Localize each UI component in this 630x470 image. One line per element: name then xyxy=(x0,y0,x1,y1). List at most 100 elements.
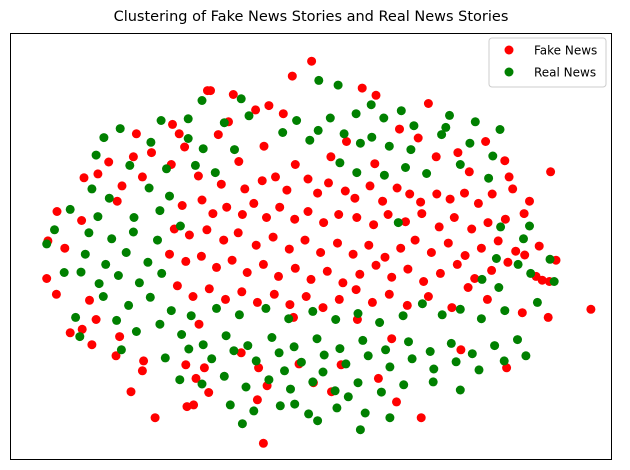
data-point xyxy=(453,148,463,158)
data-point xyxy=(425,347,435,356)
data-point xyxy=(111,351,121,361)
legend-box xyxy=(488,37,607,88)
data-point xyxy=(258,259,268,269)
data-point xyxy=(117,181,127,191)
data-point xyxy=(290,160,300,169)
data-point xyxy=(165,249,174,259)
data-point xyxy=(267,333,277,342)
data-point xyxy=(470,274,480,283)
data-point xyxy=(519,209,529,219)
data-point xyxy=(237,419,247,429)
data-point xyxy=(313,416,323,426)
data-point xyxy=(87,184,97,194)
data-point xyxy=(312,334,322,344)
data-point xyxy=(278,109,288,119)
data-point xyxy=(77,324,87,334)
data-point xyxy=(305,135,315,145)
data-point xyxy=(383,210,393,219)
points-layer xyxy=(42,56,596,448)
data-point xyxy=(491,254,501,263)
data-point xyxy=(365,181,375,191)
data-point xyxy=(59,268,69,277)
data-point xyxy=(306,274,316,284)
data-point xyxy=(150,413,160,423)
data-point xyxy=(166,306,176,316)
data-point xyxy=(343,392,353,402)
data-point xyxy=(401,163,410,172)
data-point xyxy=(137,172,147,182)
data-point xyxy=(432,189,442,199)
data-point xyxy=(126,387,136,397)
data-point xyxy=(537,275,547,285)
data-point xyxy=(243,341,253,351)
data-point xyxy=(237,287,247,297)
data-point xyxy=(419,277,429,286)
data-point xyxy=(131,327,141,336)
data-point xyxy=(525,196,534,206)
data-point xyxy=(395,124,404,134)
data-point xyxy=(198,144,208,154)
data-point xyxy=(50,225,59,235)
data-point xyxy=(431,152,441,162)
data-point xyxy=(384,289,394,299)
data-point xyxy=(447,303,457,313)
data-point xyxy=(219,371,229,381)
data-point xyxy=(381,345,391,355)
data-point xyxy=(236,94,246,104)
data-point xyxy=(333,80,343,90)
data-point xyxy=(139,356,149,366)
data-point xyxy=(423,292,433,301)
data-point xyxy=(402,300,412,310)
data-point xyxy=(513,335,522,345)
data-point xyxy=(339,129,349,139)
data-point xyxy=(99,133,109,143)
data-point xyxy=(416,197,426,207)
data-point xyxy=(251,356,261,366)
data-point xyxy=(153,235,162,245)
data-point xyxy=(225,400,235,410)
data-point xyxy=(134,278,144,288)
data-point xyxy=(296,357,306,367)
data-point xyxy=(525,221,534,231)
data-point xyxy=(341,359,351,369)
data-point xyxy=(435,268,445,278)
data-point xyxy=(156,116,166,125)
data-point xyxy=(549,277,559,286)
data-point xyxy=(292,116,302,125)
data-point xyxy=(487,189,497,199)
data-point xyxy=(221,294,230,304)
data-point xyxy=(476,314,486,324)
data-point xyxy=(467,349,477,359)
data-point xyxy=(184,344,194,354)
data-point xyxy=(398,311,408,321)
data-point xyxy=(274,271,283,281)
data-point xyxy=(325,113,335,123)
data-point xyxy=(42,239,52,249)
data-point xyxy=(360,408,370,418)
data-point xyxy=(532,297,542,307)
data-point xyxy=(181,360,191,370)
data-point xyxy=(175,221,185,231)
data-point xyxy=(520,250,530,260)
data-point xyxy=(495,125,505,134)
data-point xyxy=(303,207,313,216)
data-point xyxy=(334,210,344,219)
data-point xyxy=(308,377,318,387)
data-point xyxy=(392,183,402,193)
data-point xyxy=(342,137,351,146)
data-point xyxy=(289,342,299,352)
data-point xyxy=(249,406,259,416)
data-point xyxy=(300,235,310,245)
data-point xyxy=(160,353,170,363)
data-point xyxy=(278,128,288,137)
data-point xyxy=(493,236,503,246)
data-point xyxy=(499,356,509,366)
data-point xyxy=(322,266,332,276)
data-point xyxy=(456,345,466,355)
data-point xyxy=(352,168,362,178)
legend-marker xyxy=(504,67,514,77)
data-point xyxy=(155,206,165,216)
data-point xyxy=(112,315,122,325)
data-point xyxy=(251,240,261,250)
